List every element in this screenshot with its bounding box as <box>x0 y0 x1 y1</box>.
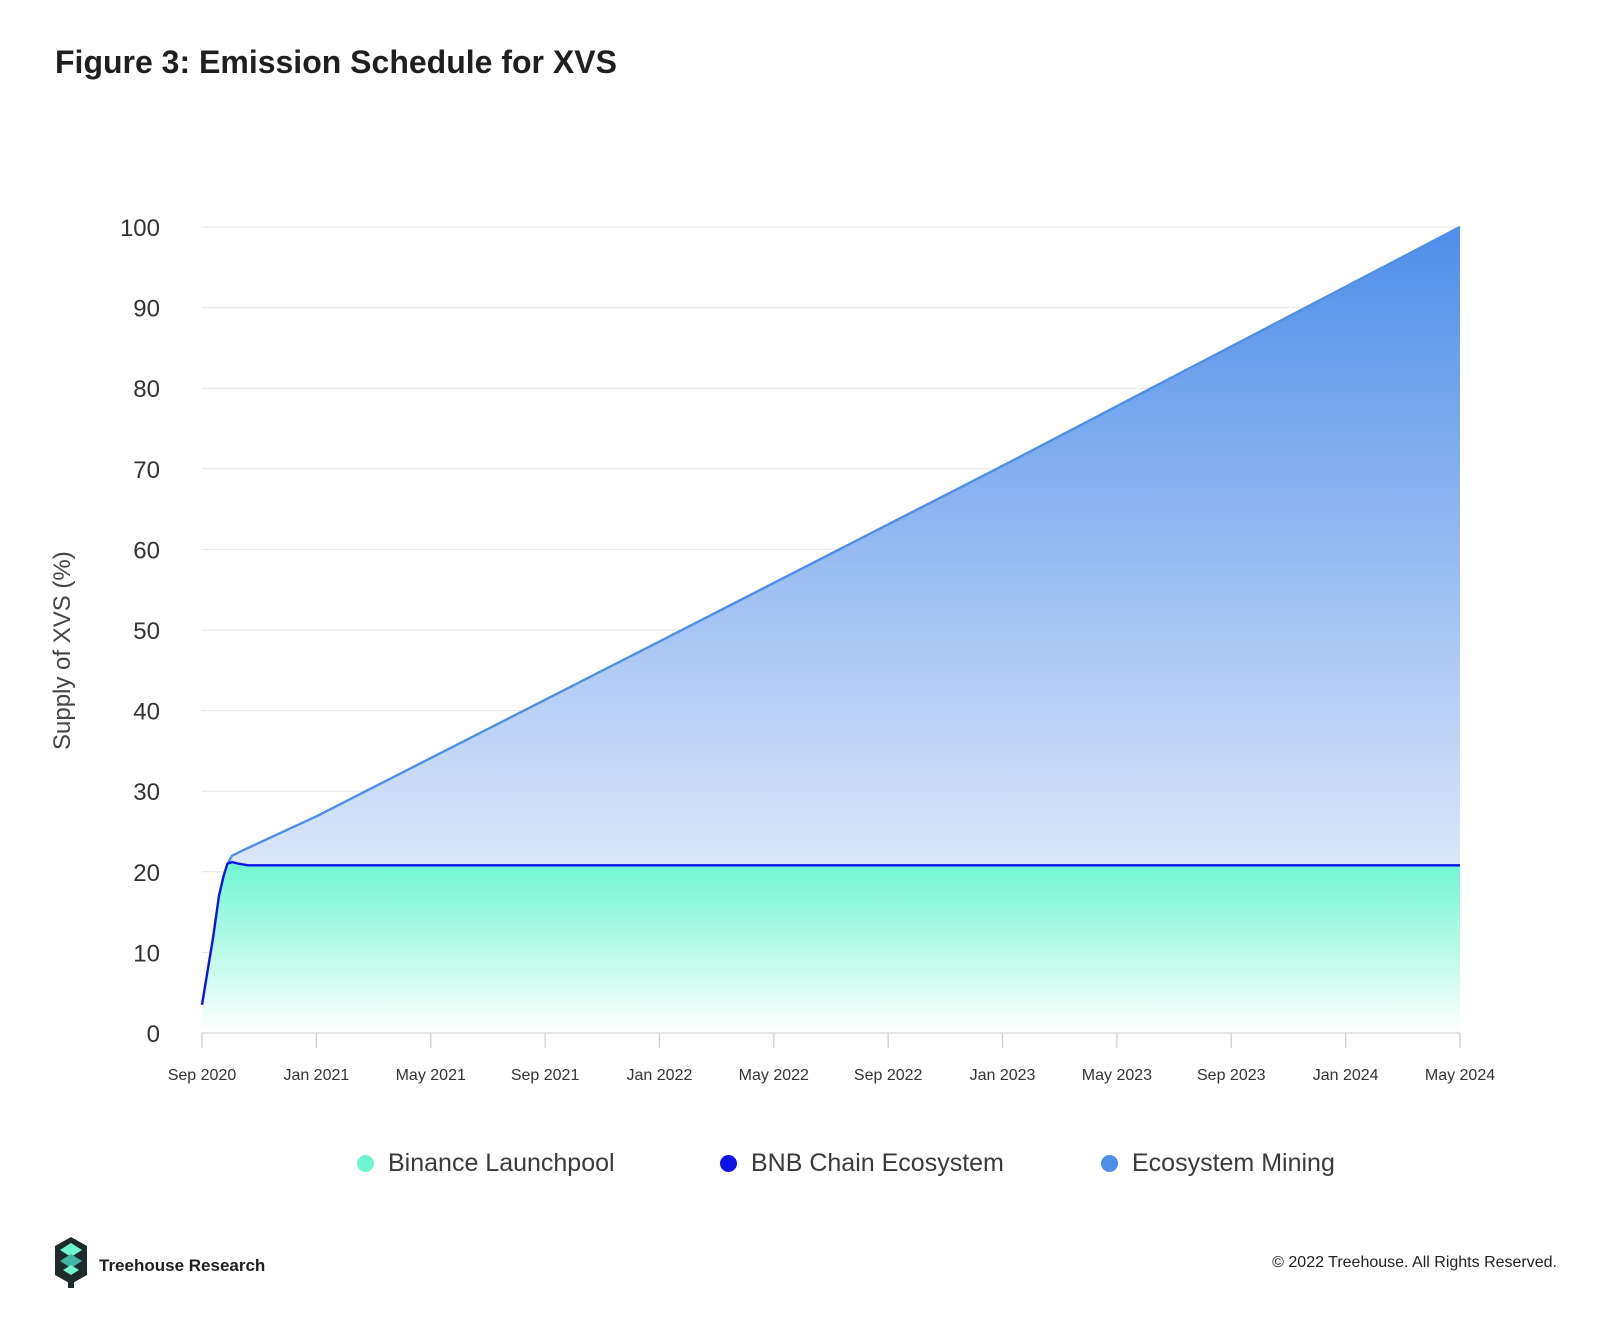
legend-label: Ecosystem Mining <box>1132 1148 1335 1177</box>
legend-dot-binance-launchpool <box>357 1154 374 1172</box>
y-tick-label: 10 <box>133 940 160 967</box>
chart-title: Figure 3: Emission Schedule for XVS <box>55 44 617 80</box>
line-bnb-chain-ecosystem <box>200 860 1460 1005</box>
y-tick-label: 90 <box>133 296 160 323</box>
legend-label: Binance Launchpool <box>388 1148 615 1177</box>
x-tick-label: May 2023 <box>1082 1067 1152 1084</box>
y-tick-label: 100 <box>120 215 160 242</box>
line-ecosystem-mining <box>226 225 1461 865</box>
area-binance-launchpool <box>202 862 1460 1033</box>
x-tick-label: May 2021 <box>396 1067 466 1084</box>
legend-item-bnb-chain-ecosystem: BNB Chain Ecosystem <box>720 1145 1004 1181</box>
x-tick-label: Sep 2022 <box>854 1067 923 1084</box>
x-tick-label: Jan 2024 <box>1313 1067 1379 1084</box>
y-tick-label: 50 <box>133 618 160 645</box>
x-tick-label: Sep 2020 <box>168 1067 237 1084</box>
brand-name: Treehouse Research <box>99 1255 266 1275</box>
x-tick-label: Jan 2022 <box>627 1067 693 1084</box>
footer-brand: Treehouse Research <box>55 1237 265 1294</box>
legend-dot-ecosystem-mining <box>1101 1154 1118 1172</box>
y-tick-label: 80 <box>133 376 160 403</box>
y-tick-label: 40 <box>133 699 160 726</box>
legend-item-ecosystem-mining: Ecosystem Mining <box>1101 1145 1335 1181</box>
copyright-notice: © 2022 Treehouse. All Rights Reserved. <box>1272 1254 1557 1271</box>
axes: 0 10 20 30 40 50 60 70 80 90 100 Sep 2020 Jan 2021 Ma… <box>120 215 1495 1084</box>
y-tick-label: 70 <box>133 457 160 484</box>
series-lines <box>200 225 1461 1005</box>
legend-item-binance-launchpool: Binance Launchpool <box>357 1145 615 1181</box>
y-tick-label: 0 <box>147 1021 160 1048</box>
x-tick-label: Jan 2023 <box>970 1067 1036 1084</box>
legend-dot-bnb-chain-ecosystem <box>720 1154 737 1172</box>
y-axis-label: Supply of XVS (%) <box>49 551 76 750</box>
x-tick-label: Sep 2023 <box>1197 1067 1266 1084</box>
x-tick-label: Sep 2021 <box>511 1067 580 1084</box>
y-tick-label: 20 <box>133 860 160 887</box>
treehouse-logo-icon <box>55 1237 87 1294</box>
x-tick-label: Jan 2021 <box>283 1067 349 1084</box>
x-tick-label: May 2022 <box>739 1067 809 1084</box>
x-tick-label: May 2024 <box>1425 1067 1495 1084</box>
legend: Binance Launchpool BNB Chain Ecosystem E… <box>0 1145 1600 1181</box>
legend-label: BNB Chain Ecosystem <box>751 1148 1004 1177</box>
y-tick-label: 60 <box>133 537 160 564</box>
y-tick-label: 30 <box>133 779 160 806</box>
